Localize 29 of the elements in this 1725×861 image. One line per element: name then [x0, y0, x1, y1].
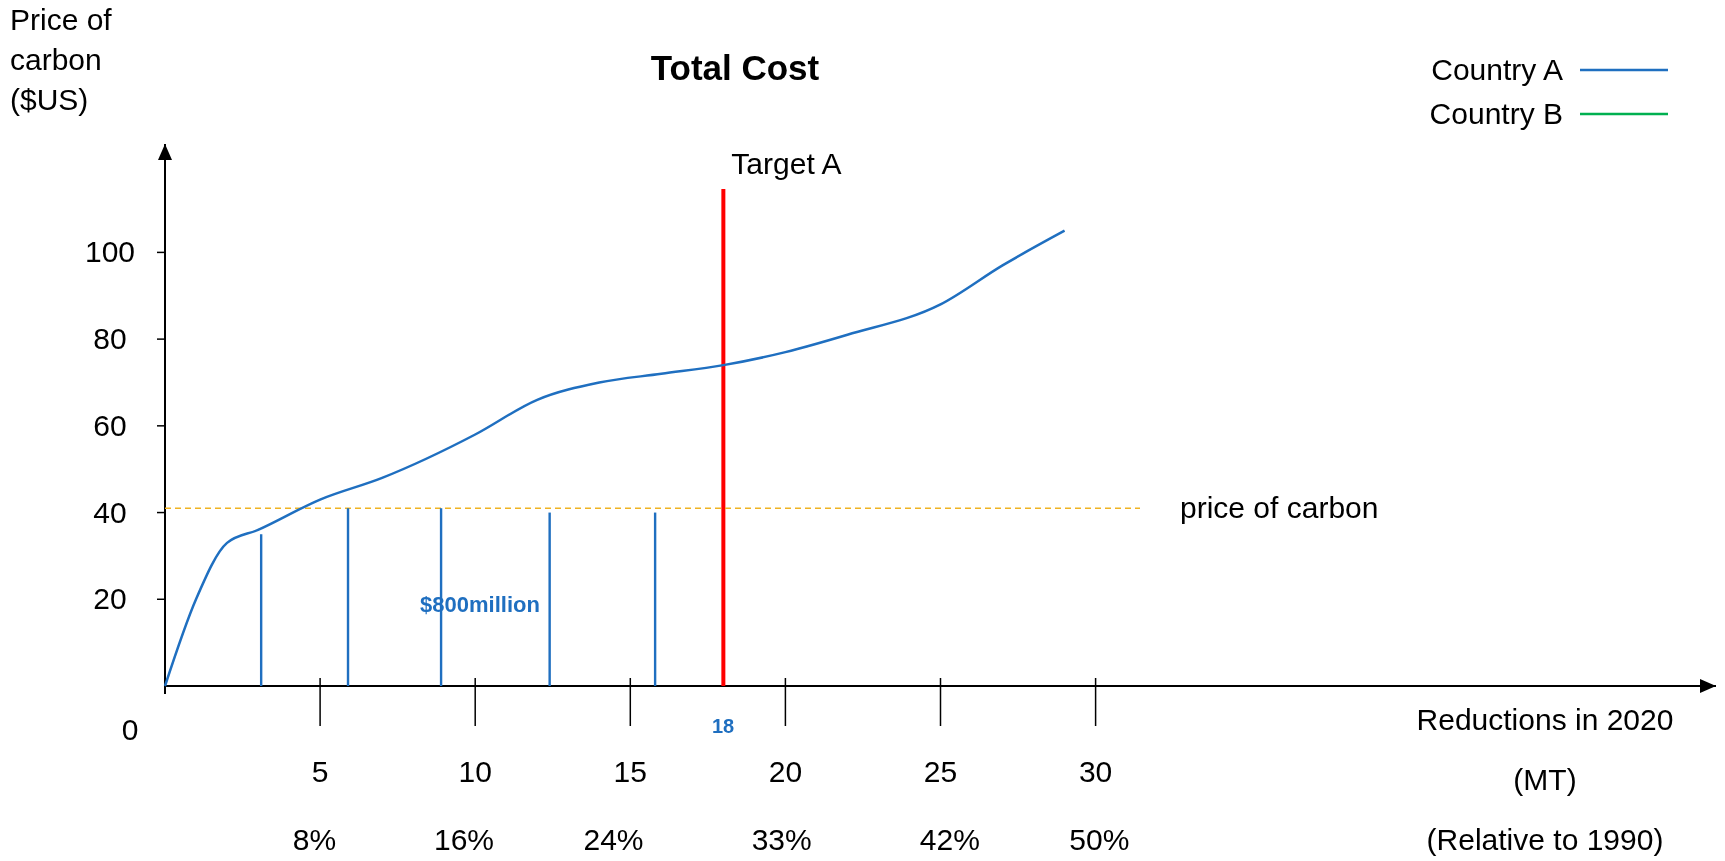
y-tick-label: 80 [93, 322, 127, 356]
x-tick-label: 30 [1078, 755, 1113, 788]
x-axis-title: Reductions in 2020 (MT) [1416, 703, 1674, 796]
text: 0 [121, 713, 139, 746]
y-axis-title: Price of carbon ($US) [10, 3, 113, 116]
ref-line-label: price of carbon [1180, 491, 1379, 525]
x-tick-label: 10 [458, 755, 492, 788]
bar [548, 512, 551, 686]
legend-label: Country B [1429, 97, 1563, 130]
x-tick-label: 25 [923, 755, 958, 788]
ref-line-label: Target A [731, 147, 842, 180]
x2-tick-label: 50% [1069, 823, 1130, 856]
x-tick-label: 5 [311, 755, 329, 788]
x-tick-label: 20 [768, 755, 803, 788]
y-tick-label: 40 [93, 495, 127, 529]
legend-label: Country A [1431, 53, 1563, 86]
x2-tick-label: 8% [292, 823, 337, 856]
y-tick-label: 20 [93, 582, 127, 616]
x2-tick-label: 42% [919, 823, 980, 856]
y-tick-label: 100 [84, 235, 136, 269]
text: 18 [711, 715, 735, 737]
line-series [163, 229, 1066, 688]
x-tick-label: 15 [613, 755, 647, 788]
x2-tick-label: 33% [751, 823, 812, 856]
x2-tick-label: 16% [433, 823, 495, 856]
chart-title: Total Cost [650, 48, 820, 87]
y-tick-label: 60 [93, 408, 127, 442]
x2-axis-title: (Relative to 1990) [1426, 823, 1664, 856]
x2-tick-label: 24% [583, 823, 644, 856]
